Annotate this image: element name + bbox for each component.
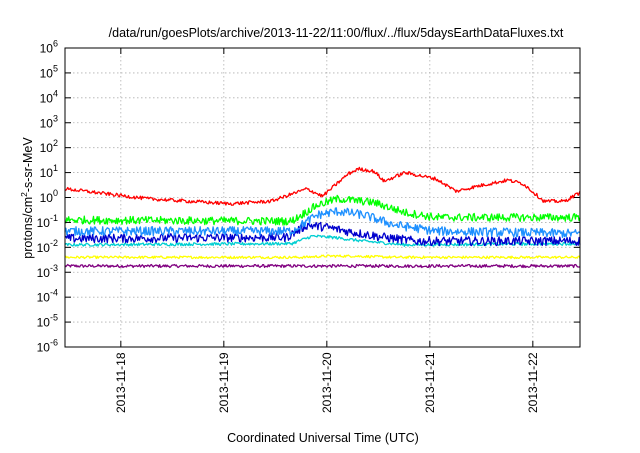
- y-tick-label: 10-5: [37, 313, 58, 330]
- y-axis-label: protons/cm2-s-sr-MeV: [19, 137, 35, 259]
- series-line-1: [64, 254, 581, 260]
- series-line-2: [64, 234, 581, 247]
- y-tick-label: 103: [40, 113, 58, 130]
- y-tick-label: 10-3: [37, 263, 58, 280]
- series-line-0: [64, 263, 581, 269]
- x-tick-label: 2013-11-19: [217, 352, 231, 413]
- x-tick-label: 2013-11-22: [526, 352, 540, 413]
- x-axis-label: Coordinated Universal Time (UTC): [227, 431, 419, 445]
- x-axis: 2013-11-18 2013-11-19 2013-11-20 2013-11-21…: [114, 48, 540, 413]
- y-tick-label: 106: [40, 39, 58, 56]
- y-axis-label-base: protons/cm: [21, 197, 35, 259]
- y-tick-label: 10-6: [37, 338, 58, 355]
- x-tick-label: 2013-11-21: [423, 352, 437, 413]
- y-axis: 106 105 104 103 102 101 100 10-1 10-2 10-3 10-4 10-…: [37, 39, 580, 355]
- series-line-4: [64, 207, 581, 239]
- series-line-6: [64, 166, 581, 206]
- series-layer: [64, 166, 581, 269]
- y-tick-label: 100: [40, 188, 58, 205]
- y-tick-label: 10-4: [37, 288, 58, 305]
- y-axis-label-sup: 2: [19, 192, 29, 197]
- x-tick-label: 2013-11-18: [114, 352, 128, 413]
- y-tick-label: 10-1: [37, 213, 58, 230]
- y-tick-label: 10-2: [37, 238, 58, 255]
- x-tick-label: 2013-11-20: [320, 352, 334, 413]
- y-tick-label: 104: [40, 88, 58, 105]
- grid: [65, 48, 580, 347]
- y-tick-label: 102: [40, 138, 58, 155]
- y-axis-label-rest: -s-sr-MeV: [21, 137, 35, 193]
- y-tick-label: 105: [40, 63, 58, 80]
- series-line-5: [64, 194, 581, 226]
- series-line-3: [64, 221, 581, 247]
- y-tick-label: 101: [40, 163, 58, 180]
- chart-title: /data/run/goesPlots/archive/2013-11-22/1…: [109, 26, 564, 40]
